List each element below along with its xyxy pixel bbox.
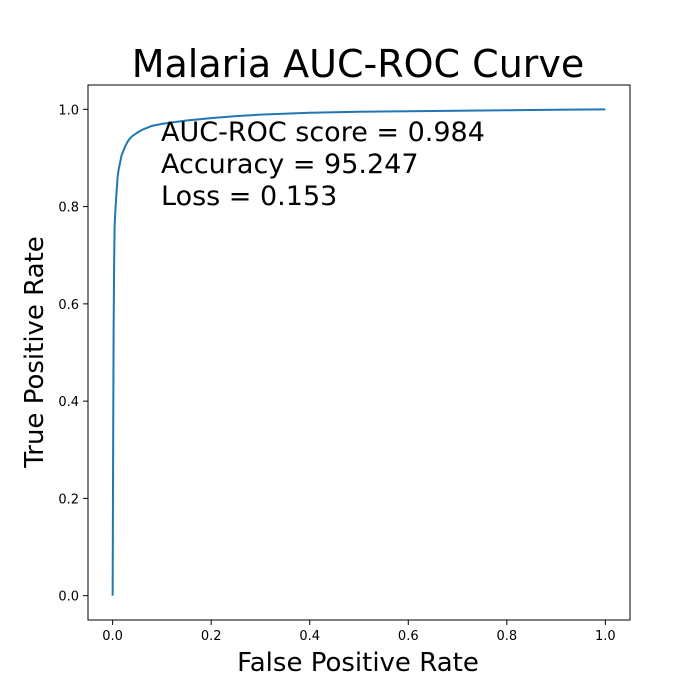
- plot-frame: [87, 84, 631, 621]
- y-tick-label: 0.2: [58, 492, 79, 507]
- plot-area: 0.0 0.2 0.4 0.6 0.8 1.0 0.0 0.2 0.4 0.6 0.8 1.0 AUC-…: [58, 84, 631, 644]
- chart-title: Malaria AUC-ROC Curve: [132, 42, 585, 86]
- x-axis-label: False Positive Rate: [237, 648, 479, 678]
- roc-curve-line-0: [111, 108, 606, 596]
- x-tick-label: 0.6: [398, 629, 419, 644]
- y-tick-label: 1.0: [58, 103, 79, 118]
- y-tick-label: 0.0: [58, 590, 79, 605]
- y-axis-label: True Positive Rate: [20, 236, 50, 469]
- y-tick-label: 0.8: [58, 201, 79, 216]
- y-tick-label: 0.6: [58, 298, 79, 313]
- x-tick-label: 0.4: [299, 629, 320, 644]
- x-tick-label: 1.0: [595, 629, 616, 644]
- annotation-text: Accuracy = 95.247: [161, 149, 419, 180]
- annotation-text: Loss = 0.153: [161, 181, 337, 212]
- x-tick-label: 0.2: [201, 629, 222, 644]
- x-tick-label: 0.0: [102, 629, 123, 644]
- annotation-text: AUC-ROC score = 0.984: [161, 117, 485, 148]
- y-tick-label: 0.4: [58, 395, 79, 410]
- x-tick-label: 0.8: [496, 629, 517, 644]
